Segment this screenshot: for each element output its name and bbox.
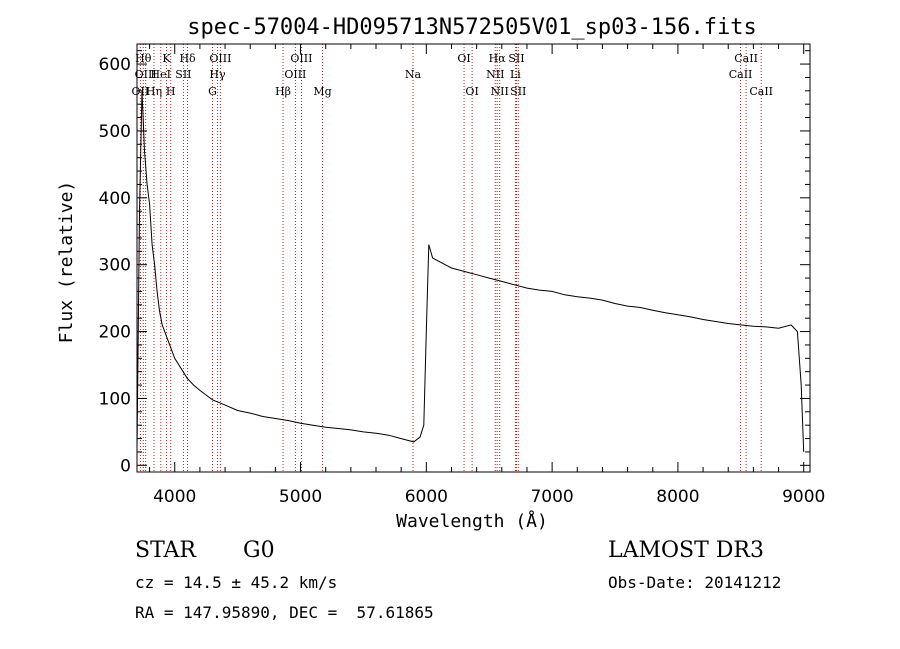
- line-label: H: [166, 85, 176, 98]
- line-label: OII: [132, 85, 150, 98]
- line-label: OIII: [290, 52, 312, 65]
- line-label: NII: [491, 85, 509, 98]
- line-label: SII: [508, 52, 524, 65]
- line-label: SII: [175, 68, 191, 81]
- x-axis-ticks: 4000 5000 6000 7000 8000 9000: [149, 44, 825, 507]
- line-label: NII: [486, 68, 504, 81]
- line-label: CaII: [749, 85, 773, 98]
- line-label: HeI: [151, 68, 171, 81]
- y-tick-label: 300: [99, 256, 131, 276]
- object-subclass: G0: [243, 538, 275, 563]
- x-tick-label: 8000: [656, 487, 699, 507]
- line-label: Li: [510, 68, 521, 81]
- survey-name: LAMOST DR3: [608, 538, 764, 563]
- line-label: CaII: [729, 68, 753, 81]
- x-tick-label: 4000: [153, 487, 196, 507]
- line-label: OI: [457, 52, 470, 65]
- coordinates: RA = 147.95890, DEC = 57.61865: [135, 603, 434, 622]
- x-tick-label: 9000: [782, 487, 825, 507]
- x-tick-label: 5000: [279, 487, 322, 507]
- spectral-line-markers: [139, 44, 762, 472]
- line-label: Hδ: [179, 52, 196, 65]
- y-tick-label: 0: [120, 456, 131, 476]
- x-axis-label: Wavelength (Å): [396, 510, 548, 532]
- line-label: Hθ: [135, 52, 152, 65]
- x-tick-label: 6000: [405, 487, 448, 507]
- line-label: Hβ: [275, 85, 291, 98]
- flux-series-line: [136, 90, 805, 452]
- y-tick-label: 200: [99, 323, 131, 343]
- line-label: G: [208, 85, 217, 98]
- line-label: Na: [405, 68, 422, 81]
- line-label: CaII: [734, 52, 758, 65]
- line-label: Mg: [313, 85, 331, 98]
- line-label: OIII: [284, 68, 306, 81]
- x-tick-label: 7000: [530, 487, 573, 507]
- y-tick-label: 600: [99, 55, 131, 75]
- spectrum-chart: spec-57004-HD095713N572505V01_sp03-156.f…: [56, 15, 825, 532]
- spectral-line-labels: OIIHθOIIIHηHeIKHSIIHδGHγOIIIHβOIIIOIIIMg…: [132, 52, 773, 98]
- object-class: STAR: [135, 538, 196, 563]
- line-label: SII: [510, 85, 526, 98]
- plot-frame: [136, 43, 811, 473]
- line-label: OIII: [209, 52, 231, 65]
- chart-title: spec-57004-HD095713N572505V01_sp03-156.f…: [187, 15, 757, 40]
- line-label: OI: [465, 85, 478, 98]
- line-label: Hη: [146, 85, 162, 98]
- y-axis-label: Flux (relative): [56, 181, 77, 344]
- y-axis-ticks: 0 100 200 300 400 500 600: [99, 50, 810, 476]
- line-label: K: [162, 52, 171, 65]
- line-label: Hγ: [209, 68, 226, 81]
- y-tick-label: 500: [99, 122, 131, 142]
- y-tick-label: 400: [99, 189, 131, 209]
- redshift-velocity: cz = 14.5 ± 45.2 km/s: [135, 573, 338, 592]
- observation-date: Obs-Date: 20141212: [608, 573, 782, 592]
- y-tick-label: 100: [99, 389, 131, 409]
- line-label: Hα: [489, 52, 507, 65]
